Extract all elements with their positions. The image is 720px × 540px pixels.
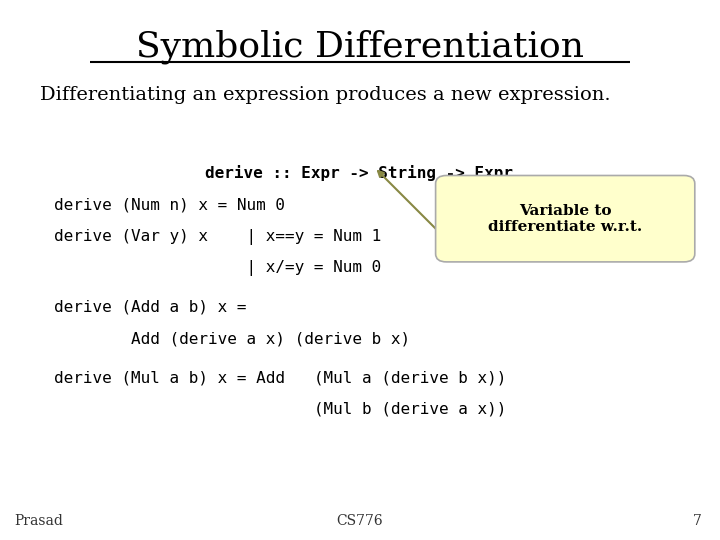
Text: Symbolic Differentiation: Symbolic Differentiation [136,30,584,64]
Text: derive :: Expr -> String -> Expr: derive :: Expr -> String -> Expr [205,165,513,181]
Text: Variable to
differentiate w.r.t.: Variable to differentiate w.r.t. [488,204,642,234]
Text: | x/=y = Num 0: | x/=y = Num 0 [54,260,382,276]
FancyBboxPatch shape [436,176,695,262]
Text: Add (derive a x) (derive b x): Add (derive a x) (derive b x) [54,331,410,346]
Text: CS776: CS776 [337,514,383,528]
Text: Differentiating an expression produces a new expression.: Differentiating an expression produces a… [40,86,611,104]
Text: derive (Num n) x = Num 0: derive (Num n) x = Num 0 [54,198,285,213]
Text: derive (Mul a b) x = Add   (Mul a (derive b x)): derive (Mul a b) x = Add (Mul a (derive … [54,370,506,386]
Text: derive (Var y) x    | x==y = Num 1: derive (Var y) x | x==y = Num 1 [54,229,382,245]
Text: Prasad: Prasad [14,514,63,528]
Text: (Mul b (derive a x)): (Mul b (derive a x)) [54,402,506,417]
Text: derive (Add a b) x =: derive (Add a b) x = [54,300,246,315]
Text: 7: 7 [693,514,702,528]
